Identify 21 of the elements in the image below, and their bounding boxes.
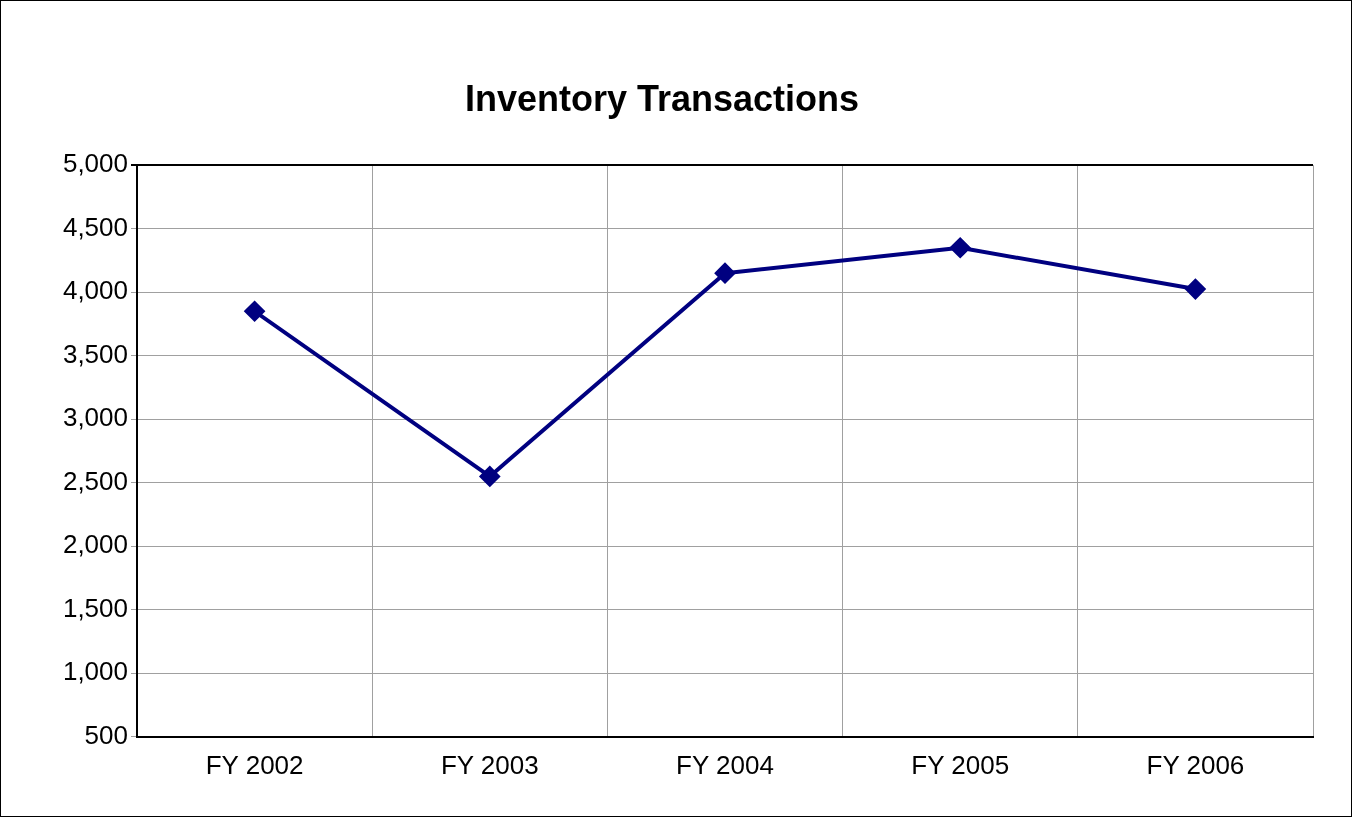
x-tick-label: FY 2002 bbox=[205, 749, 304, 780]
y-tick-label: 4,000 bbox=[62, 275, 128, 306]
point bbox=[244, 301, 265, 322]
y-tick-label: 2,500 bbox=[62, 465, 128, 496]
point bbox=[479, 466, 500, 487]
x-tick-label: FY 2004 bbox=[676, 749, 774, 780]
y-tick-label: 3,500 bbox=[62, 338, 128, 369]
y-tick-label: 500 bbox=[84, 719, 128, 750]
y-tick-label: 1,000 bbox=[62, 656, 128, 687]
y-tick-label: 5,000 bbox=[62, 148, 128, 179]
point bbox=[950, 237, 971, 258]
y-tick-label: 4,500 bbox=[62, 211, 128, 242]
chart-title: Inventory Transactions bbox=[464, 77, 860, 119]
point bbox=[1185, 279, 1206, 300]
point bbox=[715, 263, 735, 284]
y-tick-label: 1,500 bbox=[62, 592, 128, 623]
x-tick-label: FY 2003 bbox=[440, 749, 539, 780]
y-tick-label: 3,000 bbox=[62, 402, 128, 433]
y-tick-label: 2,000 bbox=[62, 529, 128, 560]
x-tick-label: FY 2005 bbox=[911, 749, 1010, 780]
x-tick-label: FY 2006 bbox=[1146, 749, 1245, 780]
